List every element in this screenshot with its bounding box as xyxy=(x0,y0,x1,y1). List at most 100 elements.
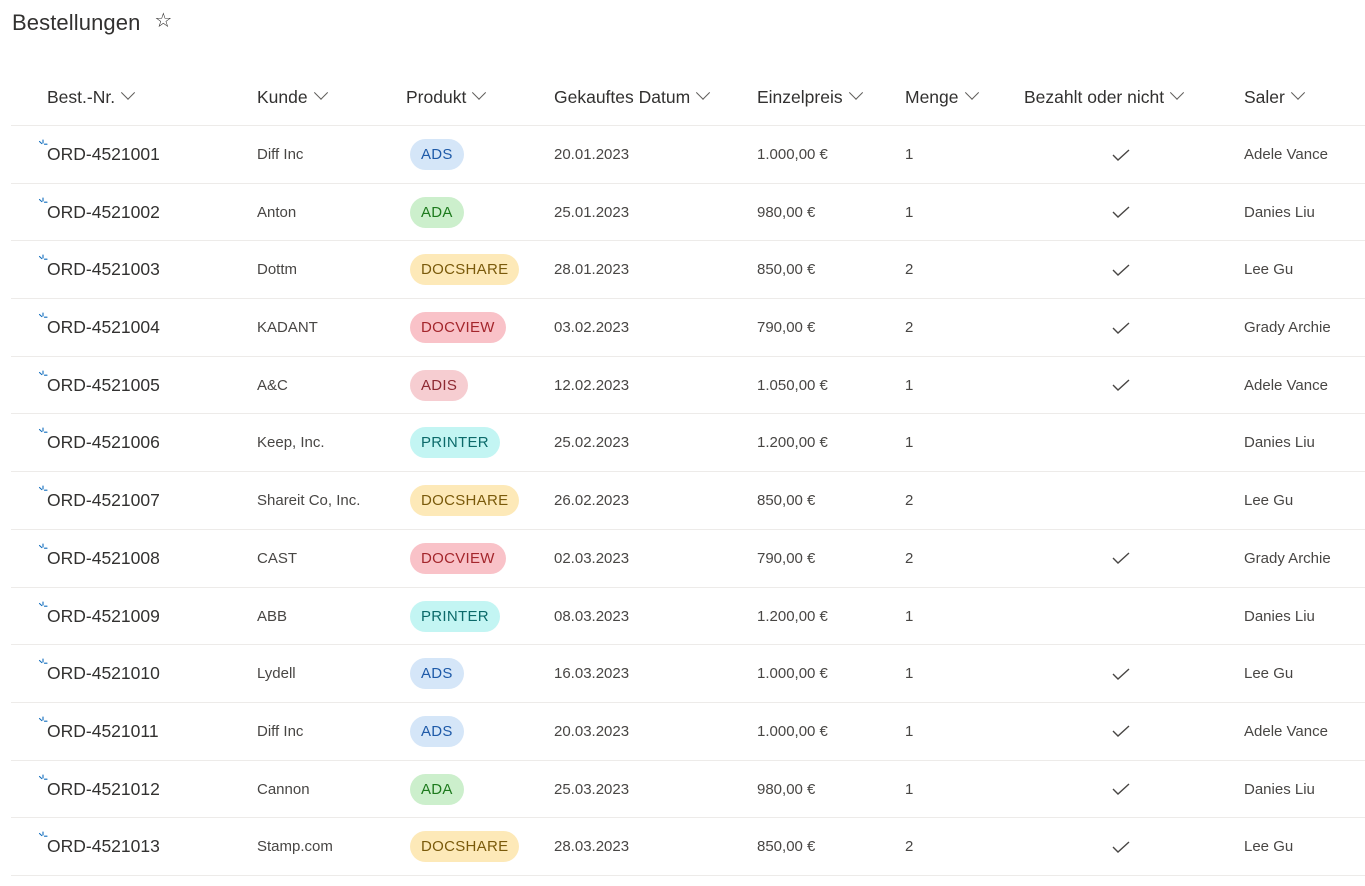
column-header-row: Best.-Nr. Kunde Produkt Gekauftes Datum … xyxy=(11,68,1365,126)
column-header-product[interactable]: Produkt xyxy=(406,68,487,126)
order-number[interactable]: ORD-4521013 xyxy=(47,836,160,857)
table-row[interactable]: ORD-4521005 A&C ADIS 12.02.2023 1.050,00 € 1 A… xyxy=(11,357,1365,415)
customer-name: ABB xyxy=(257,607,288,625)
table-row[interactable]: ORD-4521003 Dottm DOCSHARE 28.01.2023 850,00… xyxy=(11,241,1365,300)
product-cell: ADA xyxy=(410,761,464,818)
order-number[interactable]: ORD-4521004 xyxy=(47,317,160,338)
order-number[interactable]: ORD-4521012 xyxy=(47,778,160,799)
product-cell: DOCVIEW xyxy=(410,299,506,356)
table-row[interactable]: ORD-4521004 KADANT DOCVIEW 03.02.2023 790,00… xyxy=(11,299,1365,357)
order-number[interactable]: ORD-4521006 xyxy=(47,432,160,453)
customer-name: Cannon xyxy=(257,780,310,798)
chevron-down-icon xyxy=(1170,85,1185,100)
seller-name: Grady Archie xyxy=(1244,319,1331,337)
seller-name: Danies Liu xyxy=(1244,203,1315,221)
quantity: 1 xyxy=(905,146,914,163)
order-number[interactable]: ORD-4521009 xyxy=(47,605,160,626)
favorite-star-icon[interactable]: ☆ xyxy=(154,10,173,32)
order-number[interactable]: ORD-4521003 xyxy=(47,259,160,280)
quantity: 2 xyxy=(905,492,914,510)
customer-name: Diff Inc xyxy=(257,722,304,740)
table-row[interactable]: ORD-4521007 Shareit Co, Inc. DOCSHARE 26.02… xyxy=(11,472,1365,530)
paid-cell xyxy=(1112,299,1130,356)
new-item-icon xyxy=(38,370,48,376)
seller-name: Danies Liu xyxy=(1244,607,1315,625)
product-pill: ADA xyxy=(410,773,464,805)
order-number[interactable]: ORD-4521010 xyxy=(47,663,160,684)
order-number[interactable]: ORD-4521002 xyxy=(47,201,160,222)
purchase-date: 16.03.2023 xyxy=(554,665,630,683)
order-number[interactable]: ORD-4521005 xyxy=(47,374,160,395)
column-header-customer[interactable]: Kunde xyxy=(257,68,328,126)
column-header-purchase-date[interactable]: Gekauftes Datum xyxy=(554,68,711,126)
unit-price: 1.000,00 € xyxy=(757,146,828,163)
table-row[interactable]: ORD-4521006 Keep, Inc. PRINTER 25.02.2023 1.… xyxy=(11,414,1365,473)
column-header-quantity[interactable]: Menge xyxy=(905,68,979,126)
order-number[interactable]: ORD-4521011 xyxy=(47,720,159,741)
column-header-label: Menge xyxy=(905,86,959,107)
seller-name: Adele Vance xyxy=(1244,722,1328,740)
unit-price: 1.000,00 € xyxy=(757,665,828,683)
product-cell: ADS xyxy=(410,703,464,760)
order-number[interactable]: ORD-4521008 xyxy=(47,547,160,568)
new-item-icon xyxy=(38,831,48,837)
quantity: 1 xyxy=(905,607,914,625)
column-header-order-number[interactable]: Best.-Nr. xyxy=(47,68,136,126)
new-item-icon xyxy=(38,774,48,780)
column-header-paid[interactable]: Bezahlt oder nicht xyxy=(1024,68,1185,126)
purchase-date: 20.01.2023 xyxy=(554,146,630,163)
table-row[interactable]: ORD-4521009 ABB PRINTER 08.03.2023 1.200,00 … xyxy=(11,588,1365,646)
product-cell: DOCSHARE xyxy=(410,241,520,298)
rows-container: ORD-4521001 Diff Inc ADS 20.01.2023 1.000,00… xyxy=(11,126,1365,876)
product-cell: DOCSHARE xyxy=(410,818,520,875)
page-title: Bestellungen xyxy=(12,10,141,35)
product-cell: ADS xyxy=(410,645,464,702)
seller-name: Danies Liu xyxy=(1244,434,1315,452)
product-pill: DOCSHARE xyxy=(410,254,520,286)
table-row[interactable]: ORD-4521013 Stamp.com DOCSHARE 28.03.2023 85… xyxy=(11,818,1365,876)
customer-name: Lydell xyxy=(257,665,296,683)
unit-price: 1.200,00 € xyxy=(757,607,828,625)
table-row[interactable]: ORD-4521002 Anton ADA 25.01.2023 980,00 € 1 Da… xyxy=(11,184,1365,242)
table-row[interactable]: ORD-4521012 Cannon ADA 25.03.2023 980,00 € 1 D… xyxy=(11,761,1365,819)
checkmark-icon xyxy=(1112,148,1130,161)
order-number[interactable]: ORD-4521007 xyxy=(47,490,160,511)
paid-cell xyxy=(1112,357,1130,414)
product-cell: PRINTER xyxy=(410,588,500,645)
orders-list: Best.-Nr. Kunde Produkt Gekauftes Datum … xyxy=(11,68,1365,876)
paid-cell xyxy=(1112,645,1130,702)
checkmark-icon xyxy=(1112,668,1130,680)
paid-cell xyxy=(1112,184,1130,241)
unit-price: 850,00 € xyxy=(757,492,816,510)
product-pill: ADS xyxy=(410,658,464,690)
order-number[interactable]: ORD-4521001 xyxy=(47,144,160,164)
table-row[interactable]: ORD-4521011 Diff Inc ADS 20.03.2023 1.000,00… xyxy=(11,703,1365,761)
purchase-date: 25.02.2023 xyxy=(554,434,630,452)
customer-name: Stamp.com xyxy=(257,838,333,856)
product-pill: DOCVIEW xyxy=(410,312,506,344)
column-header-unit-price[interactable]: Einzelpreis xyxy=(757,68,863,126)
purchase-date: 28.03.2023 xyxy=(554,838,630,856)
product-cell: ADA xyxy=(410,184,464,241)
column-header-seller[interactable]: Saler xyxy=(1244,68,1305,126)
purchase-date: 26.02.2023 xyxy=(554,492,630,510)
checkmark-icon xyxy=(1112,264,1130,276)
table-row[interactable]: ORD-4521010 Lydell ADS 16.03.2023 1.000,00 €… xyxy=(11,645,1365,703)
purchase-date: 08.03.2023 xyxy=(554,607,630,625)
purchase-date: 25.01.2023 xyxy=(554,203,630,221)
customer-name: KADANT xyxy=(257,319,318,337)
seller-name: Adele Vance xyxy=(1244,146,1328,163)
table-row[interactable]: ORD-4521008 CAST DOCVIEW 02.03.2023 790,00 €… xyxy=(11,530,1365,588)
quantity: 2 xyxy=(905,261,914,279)
paid-cell xyxy=(1112,126,1130,183)
new-item-icon xyxy=(38,485,48,491)
product-pill: PRINTER xyxy=(410,600,500,632)
quantity: 2 xyxy=(905,549,914,567)
table-row[interactable]: ORD-4521001 Diff Inc ADS 20.01.2023 1.000,00… xyxy=(11,126,1365,184)
customer-name: Shareit Co, Inc. xyxy=(257,492,361,510)
product-pill: DOCSHARE xyxy=(410,831,520,863)
chevron-down-icon xyxy=(121,85,136,100)
column-header-label: Einzelpreis xyxy=(757,86,843,107)
new-item-icon xyxy=(38,716,48,722)
unit-price: 980,00 € xyxy=(757,203,816,221)
